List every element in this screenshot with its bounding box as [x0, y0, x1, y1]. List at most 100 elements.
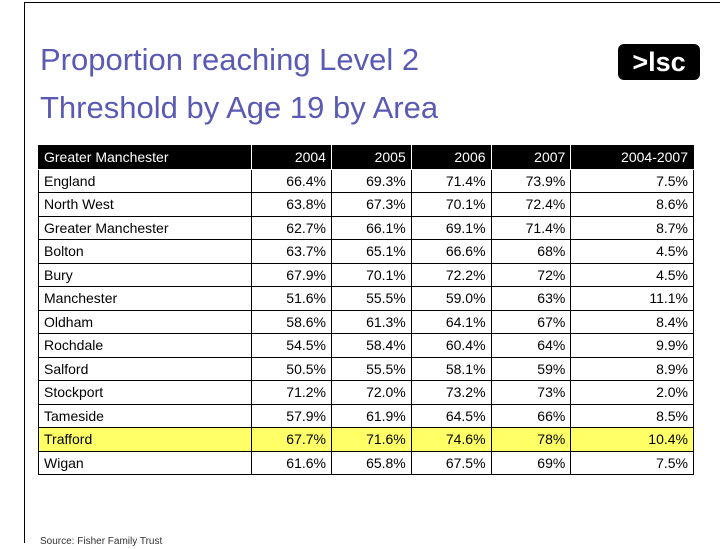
- table-cell: 63%: [490, 286, 572, 311]
- header-cell: Greater Manchester: [37, 145, 253, 170]
- table-cell: 73%: [490, 380, 572, 405]
- table-cell: 67.7%: [251, 427, 332, 452]
- table-row: Salford 50.5% 55.5% 58.1% 59% 8.9%: [37, 356, 694, 381]
- table-cell: 67.9%: [251, 262, 332, 287]
- title-line: Proportion reaching Level 2: [40, 42, 420, 77]
- table-cell: 11.1%: [570, 286, 694, 311]
- table-cell: 62.7%: [251, 215, 332, 240]
- table-cell: 66.1%: [330, 215, 412, 240]
- table-cell: 64%: [490, 333, 572, 358]
- header-cell: 2004-2007: [570, 145, 694, 170]
- table-cell: 55.5%: [330, 356, 412, 381]
- table-cell: 59%: [490, 356, 572, 381]
- table-cell: 8.5%: [570, 403, 694, 428]
- table-cell: 70.1%: [330, 262, 412, 287]
- table-cell: 64.1%: [410, 309, 492, 334]
- table-cell: Tameside: [37, 403, 253, 428]
- source-note: Source: Fisher Family Trust: [40, 536, 163, 547]
- table-cell: 8.7%: [570, 215, 694, 240]
- table-cell: 55.5%: [330, 286, 412, 311]
- table-cell: 7.5%: [570, 450, 694, 475]
- table-cell: 10.4%: [570, 427, 694, 452]
- table-cell: Bolton: [37, 239, 253, 264]
- table-row: Rochdale 54.5% 58.4% 60.4% 64% 9.9%: [37, 333, 694, 358]
- table-body: England 66.4% 69.3% 71.4% 73.9% 7.5% North Wes…: [37, 168, 694, 475]
- logo: >lsc: [618, 44, 700, 80]
- table-cell: 78%: [490, 427, 572, 452]
- table-cell: 2.0%: [570, 380, 694, 405]
- table-cell: 7.5%: [570, 168, 694, 193]
- table-cell: 8.4%: [570, 309, 694, 334]
- table-cell: 68%: [490, 239, 572, 264]
- table-cell: 61.3%: [330, 309, 412, 334]
- table-cell: 63.8%: [251, 192, 332, 217]
- table-row: Tameside 57.9% 61.9% 64.5% 66% 8.5%: [37, 403, 694, 428]
- table-cell: 67%: [490, 309, 572, 334]
- table-cell: Manchester: [37, 286, 253, 311]
- table-cell: 72%: [490, 262, 572, 287]
- table-cell: 58.6%: [251, 309, 332, 334]
- table-cell: 58.4%: [330, 333, 412, 358]
- table-cell: 50.5%: [251, 356, 332, 381]
- table-cell: 64.5%: [410, 403, 492, 428]
- table-cell: 72.0%: [330, 380, 412, 405]
- table-cell: 61.9%: [330, 403, 412, 428]
- table-cell: 71.2%: [251, 380, 332, 405]
- header-cell: 2004: [251, 145, 332, 170]
- table-cell: 4.5%: [570, 262, 694, 287]
- table-cell: 57.9%: [251, 403, 332, 428]
- table-cell: 69.3%: [330, 168, 412, 193]
- table-cell: 66.6%: [410, 239, 492, 264]
- table-cell: Bury: [37, 262, 253, 287]
- table-row: Bolton 63.7% 65.1% 66.6% 68% 4.5%: [37, 239, 694, 264]
- table-cell: 71.4%: [410, 168, 492, 193]
- table-cell: 72.4%: [490, 192, 572, 217]
- table-cell: 72.2%: [410, 262, 492, 287]
- table-cell: 4.5%: [570, 239, 694, 264]
- header-cell: 2007: [490, 145, 572, 170]
- table-cell: 61.6%: [251, 450, 332, 475]
- table-cell: Trafford: [37, 427, 253, 452]
- table-cell: 67.5%: [410, 450, 492, 475]
- table-cell: 63.7%: [251, 239, 332, 264]
- header-cell: 2005: [330, 145, 412, 170]
- table-cell: 74.6%: [410, 427, 492, 452]
- header-row: Greater Manchester 2004 2005 2006 2007 2004-2…: [37, 145, 694, 170]
- table-cell: North West: [37, 192, 253, 217]
- table-cell: 69.1%: [410, 215, 492, 240]
- header-cell: 2006: [410, 145, 492, 170]
- table-cell: 65.1%: [330, 239, 412, 264]
- table-cell: 66.4%: [251, 168, 332, 193]
- table-cell: 60.4%: [410, 333, 492, 358]
- table-cell: 73.9%: [490, 168, 572, 193]
- table-cell: 71.4%: [490, 215, 572, 240]
- table-row: Manchester 51.6% 55.5% 59.0% 63% 11.1%: [37, 286, 694, 311]
- table-cell: 67.3%: [330, 192, 412, 217]
- table-row: England 66.4% 69.3% 71.4% 73.9% 7.5%: [37, 168, 694, 193]
- table-cell: 9.9%: [570, 333, 694, 358]
- table-cell: Wigan: [37, 450, 253, 475]
- table-cell: 8.6%: [570, 192, 694, 217]
- table-row: Bury 67.9% 70.1% 72.2% 72% 4.5%: [37, 262, 694, 287]
- slide-border: [24, 2, 720, 543]
- table-cell: Stockport: [37, 380, 253, 405]
- table-cell: Greater Manchester: [37, 215, 253, 240]
- table-row: Trafford 67.7% 71.6% 74.6% 78% 10.4%: [37, 427, 694, 452]
- table-cell: 54.5%: [251, 333, 332, 358]
- table-row: North West 63.8% 67.3% 70.1% 72.4% 8.6%: [37, 192, 694, 217]
- table-cell: Oldham: [37, 309, 253, 334]
- data-table: Greater Manchester 2004 2005 2006 2007 2004-2…: [37, 145, 694, 475]
- table-cell: Rochdale: [37, 333, 253, 358]
- table-cell: 58.1%: [410, 356, 492, 381]
- table-cell: 8.9%: [570, 356, 694, 381]
- title-line: Threshold by Age 19 by Area: [40, 90, 439, 125]
- table-row: Oldham 58.6% 61.3% 64.1% 67% 8.4%: [37, 309, 694, 334]
- table-cell: 70.1%: [410, 192, 492, 217]
- table-cell: 59.0%: [410, 286, 492, 311]
- table-cell: 73.2%: [410, 380, 492, 405]
- table-row: Stockport 71.2% 72.0% 73.2% 73% 2.0%: [37, 380, 694, 405]
- table-cell: 66%: [490, 403, 572, 428]
- table-cell: 65.8%: [330, 450, 412, 475]
- table-cell: Salford: [37, 356, 253, 381]
- table-cell: 69%: [490, 450, 572, 475]
